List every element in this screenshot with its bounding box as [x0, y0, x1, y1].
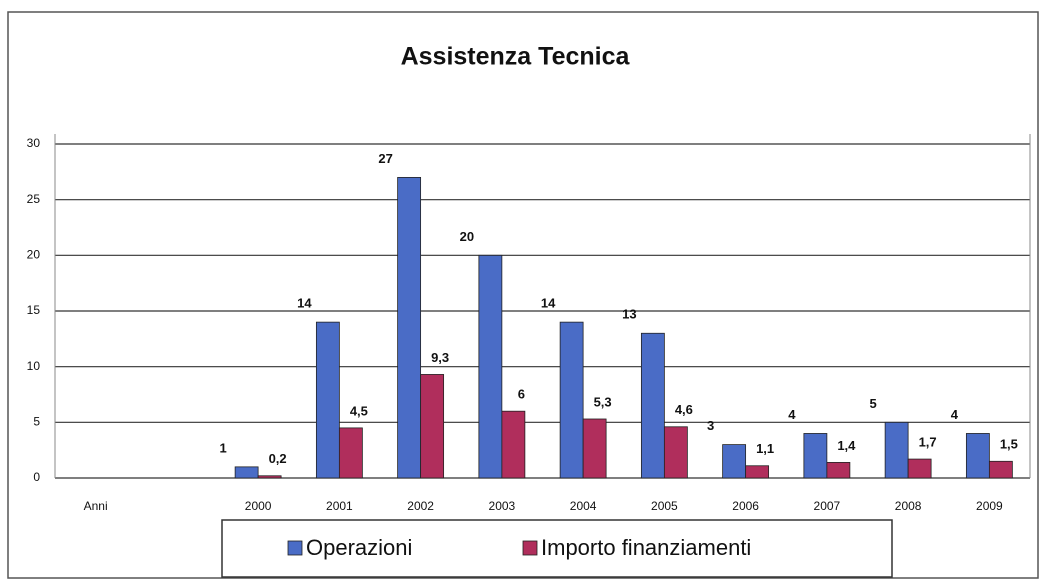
value-label: 5: [870, 396, 877, 411]
bar: [965, 433, 990, 479]
bar: [907, 458, 932, 479]
bar: [640, 332, 665, 479]
y-tick-label: 20: [27, 248, 41, 262]
y-tick-label: 30: [27, 136, 41, 150]
legend-label: Operazioni: [306, 535, 412, 560]
x-tick-label: 2009: [976, 499, 1003, 513]
y-tick-label: 25: [27, 192, 41, 206]
value-label: 1,5: [1000, 437, 1018, 452]
bar: [315, 321, 340, 479]
x-tick-label: 2004: [570, 499, 597, 513]
chart-title: Assistenza Tecnica: [401, 43, 631, 71]
x-tick-label: 2003: [489, 499, 516, 513]
x-tick-label: 2000: [245, 499, 272, 513]
value-label: 20: [460, 229, 474, 244]
value-label: 4,6: [675, 402, 693, 417]
bar: [478, 254, 503, 479]
y-tick-label: 15: [27, 303, 41, 317]
bar: [501, 410, 526, 479]
bar: [338, 427, 363, 479]
value-label: 13: [622, 307, 636, 322]
value-label: 9,3: [431, 350, 449, 365]
bar: [582, 418, 607, 479]
x-tick-label: 2002: [407, 499, 434, 513]
y-tick-label: 0: [33, 470, 40, 484]
bar: [663, 426, 688, 479]
value-label: 4,5: [350, 403, 368, 418]
bar: [884, 421, 909, 479]
bar: [559, 321, 584, 479]
x-tick-label: 2005: [651, 499, 678, 513]
value-label: 0,2: [269, 451, 287, 466]
value-label: 4: [951, 407, 959, 422]
legend-swatch: [287, 540, 303, 556]
legend-box: [221, 519, 893, 578]
legend-swatch: [522, 540, 538, 556]
value-label: 4: [788, 407, 796, 422]
value-label: 1,7: [919, 435, 937, 450]
value-label: 6: [518, 387, 525, 402]
value-label: 1: [220, 440, 227, 455]
chart-frame: [7, 11, 1039, 579]
bar: [234, 466, 259, 479]
y-tick-label: 5: [33, 415, 40, 429]
legend-label: Importo finanziamenti: [541, 535, 751, 560]
x-tick-label: 2001: [326, 499, 353, 513]
x-tick-label: 2008: [895, 499, 922, 513]
x-tick-label: Anni: [84, 499, 108, 513]
bar: [826, 462, 851, 479]
y-tick-label: 10: [27, 359, 41, 373]
bar: [257, 475, 282, 479]
bar: [722, 444, 747, 479]
value-label: 1,1: [756, 441, 774, 456]
value-label: 5,3: [594, 394, 612, 409]
bar: [988, 460, 1013, 479]
bar: [803, 433, 828, 479]
value-label: 14: [297, 296, 312, 311]
bar: [745, 465, 770, 479]
value-label: 27: [378, 151, 392, 166]
bar: [420, 374, 445, 479]
bar: [397, 176, 422, 479]
value-label: 3: [707, 418, 714, 433]
x-tick-label: 2006: [732, 499, 759, 513]
value-label: 14: [541, 296, 556, 311]
x-tick-label: 2007: [814, 499, 841, 513]
value-label: 1,4: [837, 438, 856, 453]
